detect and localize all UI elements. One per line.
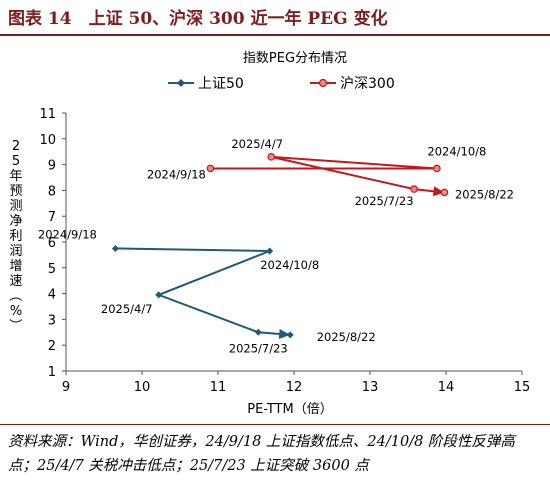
y-tick-label: 11 <box>39 107 56 122</box>
data-label: 2024/10/8 <box>427 144 486 158</box>
data-point <box>440 188 449 197</box>
y-tick-label: 2 <box>48 339 56 354</box>
y-tick-label: 4 <box>48 288 56 303</box>
data-point <box>254 328 262 336</box>
note-rule <box>0 424 550 425</box>
data-point <box>266 247 274 255</box>
chart-title: 指数PEG分布情况 <box>243 51 347 66</box>
data-label: 2024/10/8 <box>260 258 319 272</box>
y-axis-label-char: % <box>10 304 22 319</box>
y-axis-label-char: 测 <box>9 199 22 214</box>
y-axis-label-char: ） <box>7 318 22 331</box>
data-label: 2025/4/7 <box>101 302 153 316</box>
data-point <box>410 185 418 193</box>
chart-series: 2024/9/18 2024/10/8 2025/4/7 2025/7/23 2025/… <box>38 137 514 355</box>
y-axis-label-char: 5 <box>12 154 20 169</box>
series-line <box>210 155 445 194</box>
series-0: 2024/9/18 2024/10/8 2025/4/7 2025/7/23 2025/… <box>38 227 376 355</box>
data-point <box>111 244 119 252</box>
x-tick-label: 10 <box>134 380 151 395</box>
x-tick-label: 12 <box>286 380 303 395</box>
y-tick-label: 6 <box>48 236 56 251</box>
y-tick-label: 10 <box>39 133 56 148</box>
data-label: 2025/8/22 <box>455 187 514 201</box>
figure-title: 图表 14 上证 50、沪深 300 近一年 PEG 变化 <box>8 9 388 29</box>
legend-marker <box>318 78 328 88</box>
y-axis-label-char: 净 <box>9 214 22 229</box>
y-axis-label-char: （ <box>7 288 22 301</box>
data-label: 2025/8/22 <box>317 330 376 344</box>
data-point <box>286 331 294 339</box>
data-label: 2025/7/23 <box>355 194 414 208</box>
y-tick-label: 1 <box>48 365 56 380</box>
x-tick-label: 11 <box>210 380 227 395</box>
x-tick-label: 9 <box>62 380 70 395</box>
title-rule <box>0 34 550 36</box>
legend-label: 上证50 <box>198 76 244 92</box>
y-axis-label-char: 增 <box>9 259 22 274</box>
series-1: 2024/9/18 2024/10/8 2025/4/7 2025/7/23 2025/… <box>147 137 514 208</box>
data-point <box>433 164 441 173</box>
y-tick-label: 9 <box>48 159 56 174</box>
chart-legend: 上证50 沪深300 <box>168 76 395 92</box>
legend-label: 沪深300 <box>340 76 395 92</box>
y-axis-label-char: 年 <box>9 169 22 184</box>
data-label: 2024/9/18 <box>38 227 97 241</box>
data-label: 2024/9/18 <box>147 167 206 181</box>
x-tick-label: 13 <box>362 380 379 395</box>
x-tick-label: 14 <box>438 380 455 395</box>
x-axis-label: PE-TTM（倍） <box>247 402 332 417</box>
y-tick-label: 8 <box>48 184 56 199</box>
y-axis-label-char: 2 <box>12 139 20 154</box>
data-point <box>267 153 276 161</box>
series-arrowhead <box>432 186 445 197</box>
source-note: 资料来源：Wind，华创证券，24/9/18 上证指数低点、24/10/8 阶段… <box>8 434 515 474</box>
x-tick-label: 15 <box>514 380 531 395</box>
peg-chart: 指数PEG分布情况 上证50 沪深300 9 10 11 12 13 14 151234567… <box>7 51 530 417</box>
data-label: 2025/7/23 <box>229 341 288 355</box>
y-axis-label-char: 利 <box>9 229 22 244</box>
data-label: 2025/4/7 <box>231 137 283 151</box>
y-axis-label-char: 预 <box>9 184 22 199</box>
data-point <box>206 164 215 173</box>
y-tick-label: 7 <box>48 210 56 225</box>
series-arrowhead <box>278 329 291 339</box>
y-tick-label: 3 <box>48 313 56 328</box>
y-axis-label-char: 润 <box>9 244 22 259</box>
y-tick-label: 5 <box>48 262 56 277</box>
y-axis-label-char: 速 <box>9 274 22 289</box>
legend-marker <box>177 79 185 87</box>
data-point <box>155 291 163 299</box>
